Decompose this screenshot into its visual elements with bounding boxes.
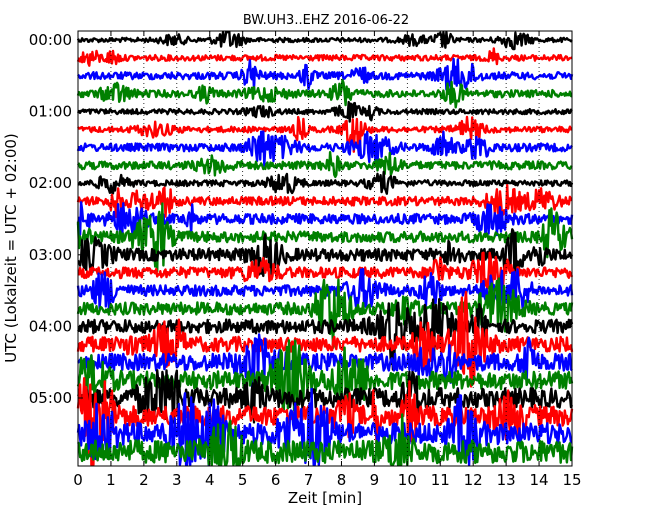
x-axis-label: Zeit [min] <box>288 489 362 507</box>
x-tick-label: 6 <box>271 471 281 489</box>
x-tick-label: 11 <box>431 471 450 489</box>
trace-4 <box>76 78 573 109</box>
trace-group <box>76 30 574 467</box>
trace-18 <box>76 290 574 388</box>
trace-3 <box>77 57 574 91</box>
x-tick-label: 7 <box>304 471 314 489</box>
x-tick-label: 3 <box>172 471 182 489</box>
trace-6 <box>77 115 573 153</box>
grid-lines <box>110 31 540 466</box>
plot-frame <box>77 30 573 467</box>
trace-24 <box>76 413 574 467</box>
x-tick-label: 4 <box>205 471 215 489</box>
x-tick-label: 2 <box>139 471 149 489</box>
chart-title: BW.UH3..EHZ 2016-06-22 <box>243 13 409 28</box>
trace-16 <box>76 277 574 349</box>
x-tick-label: 13 <box>497 471 516 489</box>
trace-5 <box>76 100 573 123</box>
y-tick-label: 04:00 <box>29 317 72 335</box>
trace-21 <box>76 369 574 424</box>
trace-1 <box>76 30 573 51</box>
trace-14 <box>77 251 574 297</box>
x-tick-label: 0 <box>73 471 83 489</box>
x-axis: 0 1 2 3 4 5 6 7 8 9 10 11 12 13 14 15 <box>73 31 582 489</box>
y-tick-label: 05:00 <box>29 389 72 407</box>
x-tick-label: 12 <box>464 471 483 489</box>
y-axis-label: UTC (Lokalzeit = UTC + 02:00) <box>2 133 20 363</box>
x-tick-label: 14 <box>530 471 549 489</box>
x-tick-label: 5 <box>238 471 248 489</box>
trace-10 <box>76 184 573 219</box>
y-tick-label: 02:00 <box>29 174 72 192</box>
x-tick-label: 1 <box>106 471 116 489</box>
x-tick-label: 10 <box>398 471 417 489</box>
x-tick-label: 15 <box>562 471 581 489</box>
y-tick-label: 01:00 <box>29 103 72 121</box>
trace-19 <box>77 333 573 388</box>
y-tick-label: 03:00 <box>29 246 72 264</box>
trace-12 <box>76 202 574 273</box>
trace-7 <box>76 130 573 167</box>
trace-13 <box>77 228 574 278</box>
trace-2 <box>76 47 573 67</box>
x-tick-label: 9 <box>370 471 380 489</box>
y-axis: 00:00 01:00 02:00 03:00 04:00 05:00 <box>29 31 572 407</box>
trace-9 <box>77 170 574 195</box>
x-tick-label: 8 <box>337 471 347 489</box>
trace-8 <box>76 151 573 179</box>
y-tick-label: 00:00 <box>29 31 72 49</box>
